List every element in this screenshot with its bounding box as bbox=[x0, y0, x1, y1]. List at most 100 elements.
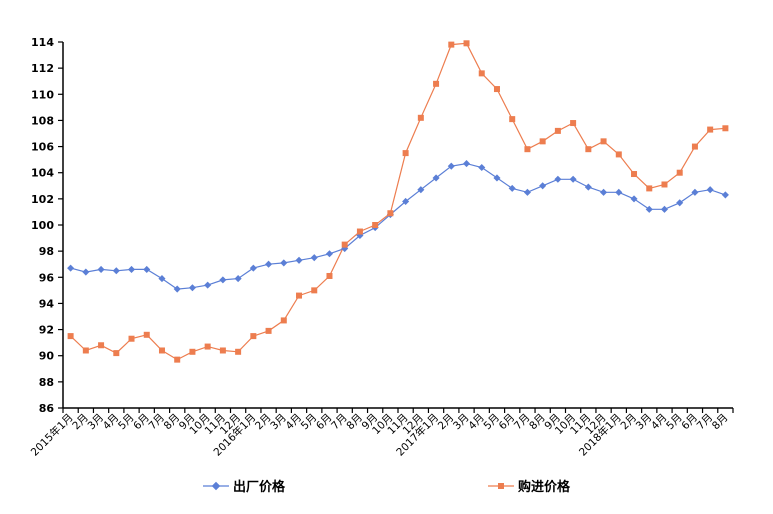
y-tick-label: 106 bbox=[31, 141, 54, 154]
data-point-purchase-price bbox=[524, 146, 531, 153]
y-tick-label: 114 bbox=[31, 36, 54, 49]
data-point-purchase-price bbox=[250, 333, 257, 340]
data-point-purchase-price bbox=[661, 181, 668, 188]
data-point-factory-price bbox=[280, 259, 288, 267]
data-point-purchase-price bbox=[280, 317, 287, 324]
data-point-purchase-price bbox=[174, 356, 181, 363]
data-point-factory-price bbox=[508, 184, 516, 192]
legend: 出厂价格 购进价格 bbox=[203, 479, 571, 495]
data-point-factory-price bbox=[67, 264, 75, 272]
data-point-purchase-price bbox=[600, 138, 607, 145]
data-point-factory-price bbox=[82, 268, 90, 276]
data-point-factory-price bbox=[158, 275, 166, 283]
data-point-factory-price bbox=[676, 199, 684, 207]
y-tick-label: 98 bbox=[39, 245, 54, 258]
legend-label-purchase-price: 购进价格 bbox=[518, 479, 571, 495]
data-point-purchase-price bbox=[509, 116, 516, 123]
y-tick-label: 102 bbox=[31, 193, 54, 206]
data-point-purchase-price bbox=[98, 342, 105, 349]
data-point-purchase-price bbox=[158, 347, 165, 354]
data-point-factory-price bbox=[97, 265, 105, 273]
data-point-factory-price bbox=[295, 256, 303, 264]
series-lines bbox=[70, 42, 726, 361]
x-tick-labels: 2015年1月2月3月4月5月6月7月8月9月10月11月12月2016年1月2… bbox=[28, 411, 730, 459]
data-point-factory-price bbox=[569, 175, 577, 183]
y-tick-label: 86 bbox=[39, 402, 55, 415]
data-point-purchase-price bbox=[326, 272, 333, 279]
legend-marker-diamond bbox=[211, 481, 221, 491]
legend-item-factory-price: 出厂价格 bbox=[203, 479, 286, 495]
data-point-factory-price bbox=[127, 265, 136, 273]
data-point-purchase-price bbox=[539, 138, 546, 145]
data-point-purchase-price bbox=[646, 185, 653, 192]
data-point-factory-price bbox=[645, 205, 653, 213]
data-point-purchase-price bbox=[478, 70, 485, 77]
data-point-factory-price bbox=[706, 186, 714, 194]
data-point-purchase-price bbox=[402, 150, 409, 157]
data-point-factory-price bbox=[493, 174, 501, 182]
data-point-factory-price bbox=[691, 188, 699, 196]
data-point-purchase-price bbox=[356, 228, 363, 235]
data-point-purchase-price bbox=[631, 171, 638, 178]
data-point-factory-price bbox=[539, 182, 547, 190]
data-point-purchase-price bbox=[463, 40, 470, 47]
data-point-factory-price bbox=[523, 188, 531, 196]
data-point-purchase-price bbox=[67, 333, 74, 340]
y-tick-label: 108 bbox=[31, 114, 54, 127]
y-tick-label: 96 bbox=[39, 271, 55, 284]
y-tick-label: 90 bbox=[39, 350, 55, 363]
data-point-purchase-price bbox=[265, 327, 272, 334]
data-point-purchase-price bbox=[691, 143, 698, 150]
data-point-purchase-price bbox=[676, 169, 683, 176]
data-point-factory-price bbox=[417, 186, 425, 194]
data-point-factory-price bbox=[234, 275, 242, 283]
data-point-purchase-price bbox=[341, 241, 348, 248]
data-point-factory-price bbox=[188, 284, 196, 292]
data-point-factory-price bbox=[325, 250, 334, 258]
data-point-purchase-price bbox=[143, 331, 150, 338]
y-tick-label: 100 bbox=[31, 219, 54, 232]
data-point-factory-price bbox=[265, 260, 273, 268]
data-point-factory-price bbox=[310, 254, 318, 262]
data-point-purchase-price bbox=[417, 114, 424, 121]
y-tick-label: 112 bbox=[31, 62, 54, 75]
data-point-purchase-price bbox=[570, 120, 577, 127]
data-point-factory-price bbox=[462, 160, 471, 168]
data-point-factory-price bbox=[660, 205, 669, 213]
y-tick-label: 92 bbox=[39, 324, 54, 337]
y-tick-label: 104 bbox=[31, 167, 54, 180]
y-tick-label: 94 bbox=[39, 297, 55, 310]
data-point-purchase-price bbox=[82, 347, 89, 354]
data-point-factory-price bbox=[447, 162, 455, 170]
data-point-factory-price bbox=[173, 285, 181, 293]
axes bbox=[58, 41, 734, 413]
data-point-purchase-price bbox=[707, 126, 714, 133]
data-point-purchase-price bbox=[615, 151, 622, 158]
data-point-purchase-price bbox=[722, 125, 729, 132]
data-point-factory-price bbox=[630, 195, 638, 203]
y-tick-labels: 86 88 90 92 94 96 98 100 102 104 106 108 110 112 114 bbox=[31, 36, 54, 415]
data-point-factory-price bbox=[600, 188, 608, 196]
legend-item-purchase-price: 购进价格 bbox=[488, 479, 571, 495]
data-point-factory-price bbox=[402, 197, 410, 206]
x-tick-label: 8月 bbox=[710, 412, 731, 433]
x-tick-label: 2015年1月 bbox=[28, 411, 76, 459]
series-line-purchase-price bbox=[70, 42, 726, 361]
data-point-purchase-price bbox=[296, 292, 303, 299]
data-point-purchase-price bbox=[493, 86, 500, 93]
data-point-purchase-price bbox=[204, 343, 211, 350]
data-point-purchase-price bbox=[448, 41, 455, 48]
data-point-factory-price bbox=[554, 175, 562, 183]
data-point-purchase-price bbox=[235, 348, 242, 355]
data-point-purchase-price bbox=[585, 146, 592, 153]
data-point-factory-price bbox=[584, 183, 592, 191]
data-point-factory-price bbox=[615, 188, 623, 196]
data-point-factory-price bbox=[143, 265, 151, 273]
data-point-purchase-price bbox=[387, 210, 394, 217]
data-point-purchase-price bbox=[433, 80, 440, 87]
data-point-purchase-price bbox=[311, 287, 318, 294]
data-point-purchase-price bbox=[554, 127, 561, 134]
legend-marker-square bbox=[498, 483, 504, 489]
